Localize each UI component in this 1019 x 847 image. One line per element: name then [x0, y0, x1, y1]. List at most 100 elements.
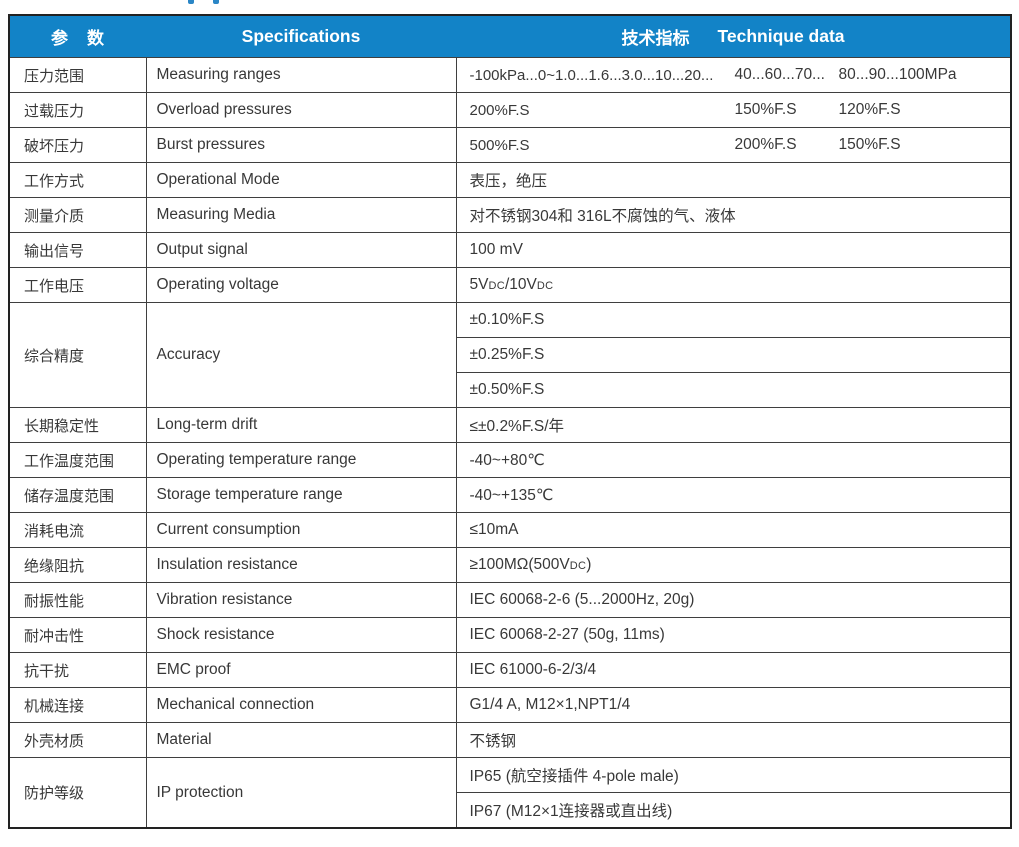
param-label-en: Accuracy — [145, 302, 457, 408]
param-value: IP65 (航空接插件 4-pole male) — [455, 757, 1012, 793]
value-part-2: 150%F.S — [734, 101, 797, 118]
param-value: 500%F.S 200%F.S 150%F.S — [455, 127, 1012, 163]
table-row-measuring-media: 测量介质 Measuring Media 对不锈钢304和 316L不腐蚀的气、… — [8, 197, 1012, 233]
header-value-cn: 技术指标 — [621, 29, 690, 48]
param-label-cn: 外壳材质 — [8, 722, 147, 758]
table-row-operating-temperature: 工作温度范围 Operating temperature range -40~+… — [8, 442, 1012, 478]
param-value: -100kPa...0~1.0...1.6...3.0...10...20...… — [455, 57, 1012, 93]
table-row-vibration-resistance: 耐振性能 Vibration resistance IEC 60068-2-6 … — [8, 582, 1012, 618]
param-value: -40~+80℃ — [455, 442, 1012, 478]
table-row-accuracy-option: ±0.25%F.S — [9, 337, 1012, 373]
value-part-3: 150%F.S — [838, 136, 901, 153]
param-value: 对不锈钢304和 316L不腐蚀的气、液体 — [455, 197, 1012, 233]
param-value: 200%F.S 150%F.S 120%F.S — [455, 92, 1012, 128]
param-value: IP67 (M12×1连接器或直出线) — [455, 792, 1012, 829]
table-row-operational-mode: 工作方式 Operational Mode 表压，绝压 — [8, 162, 1012, 198]
param-value: G1/4 A, M12×1,NPT1/4 — [455, 687, 1012, 723]
table-header-row: 参 数 Specifications 技术指标 Technique data — [9, 15, 1011, 58]
table-row-accuracy: 综合精度 Accuracy ±0.10%F.S — [8, 302, 1012, 408]
value-part-1: 200%F.S — [469, 101, 530, 119]
param-value: 表压，绝压 — [455, 162, 1012, 198]
param-label-en: Long-term drift — [145, 407, 457, 443]
param-label-cn: 长期稳定性 — [8, 407, 147, 443]
param-value: ≥100MΩ(500VDC) — [455, 547, 1012, 583]
param-value: IEC 61000-6-2/3/4 — [455, 652, 1012, 688]
cropped-title-remnant — [213, 0, 219, 4]
param-label-en: EMC proof — [145, 652, 457, 688]
param-label-en: Operating voltage — [145, 267, 457, 303]
param-label-cn: 耐冲击性 — [8, 617, 147, 653]
table-row-material: 外壳材质 Material 不锈钢 — [8, 722, 1012, 758]
param-label-en: Vibration resistance — [145, 582, 457, 618]
param-label-en: Current consumption — [145, 512, 457, 548]
value-part-1: 500%F.S — [469, 136, 530, 154]
param-value: ≤±0.2%F.S/年 — [455, 407, 1012, 443]
param-label-cn: 耐振性能 — [8, 582, 147, 618]
param-value: 5VDC/10VDC — [455, 267, 1012, 303]
header-value-en: Technique data — [717, 26, 845, 46]
param-label-cn: 破坏压力 — [8, 127, 147, 163]
param-label-en: Burst pressures — [145, 127, 457, 163]
param-label-cn: 过载压力 — [8, 92, 147, 128]
param-label-en: Storage temperature range — [145, 477, 457, 513]
param-label-en: Insulation resistance — [145, 547, 457, 583]
header-technique-data: 技术指标 Technique data — [456, 15, 1011, 58]
table-row-measuring-ranges: 压力范围 Measuring ranges -100kPa...0~1.0...… — [8, 57, 1012, 93]
param-value: ±0.10%F.S — [455, 302, 1012, 338]
param-value: ≤10mA — [455, 512, 1012, 548]
table-row-emc-proof: 抗干扰 EMC proof IEC 61000-6-2/3/4 — [8, 652, 1012, 688]
table-row-operating-voltage: 工作电压 Operating voltage 5VDC/10VDC — [8, 267, 1012, 303]
param-label-cn: 综合精度 — [8, 302, 147, 408]
param-label-en: Output signal — [145, 232, 457, 268]
table-row-burst-pressures: 破坏压力 Burst pressures 500%F.S 200%F.S 150… — [8, 127, 1012, 163]
param-label-cn: 防护等级 — [8, 757, 147, 829]
param-value: 不锈钢 — [455, 722, 1012, 758]
value-part-3: 80...90...100MPa — [838, 66, 957, 83]
param-value: -40~+135℃ — [455, 477, 1012, 513]
table-row-insulation-resistance: 绝缘阻抗 Insulation resistance ≥100MΩ(500VDC… — [8, 547, 1012, 583]
table-row-mechanical-connection: 机械连接 Mechanical connection G1/4 A, M12×1… — [8, 687, 1012, 723]
param-value: ±0.25%F.S — [455, 337, 1012, 373]
param-label-en: Operating temperature range — [145, 442, 457, 478]
param-label-en: Measuring ranges — [145, 57, 457, 93]
param-label-cn: 抗干扰 — [8, 652, 147, 688]
param-label-en: Measuring Media — [145, 197, 457, 233]
param-label-cn: 储存温度范围 — [8, 477, 147, 513]
param-label-cn: 工作方式 — [8, 162, 147, 198]
table-row-ip-protection-option: IP67 (M12×1连接器或直出线) — [9, 792, 1012, 829]
value-part-2: 40...60...70... — [734, 66, 825, 83]
table-row-shock-resistance: 耐冲击性 Shock resistance IEC 60068-2-27 (50… — [8, 617, 1012, 653]
table-row-current-consumption: 消耗电流 Current consumption ≤10mA — [8, 512, 1012, 548]
table-row-output-signal: 输出信号 Output signal 100 mV — [8, 232, 1012, 268]
param-label-en: Mechanical connection — [145, 687, 457, 723]
param-label-en: Material — [145, 722, 457, 758]
param-label-cn: 绝缘阻抗 — [8, 547, 147, 583]
param-label-en: Operational Mode — [145, 162, 457, 198]
table-row-accuracy-option: ±0.50%F.S — [9, 372, 1012, 408]
param-label-cn: 压力范围 — [8, 57, 147, 93]
param-label-cn: 输出信号 — [8, 232, 147, 268]
param-value: ±0.50%F.S — [455, 372, 1012, 408]
param-label-cn: 机械连接 — [8, 687, 147, 723]
table-row-overload-pressures: 过载压力 Overload pressures 200%F.S 150%F.S … — [8, 92, 1012, 128]
param-value: IEC 60068-2-27 (50g, 11ms) — [455, 617, 1012, 653]
param-label-cn: 工作温度范围 — [8, 442, 147, 478]
cropped-title-remnant — [188, 0, 194, 4]
value-part-1: -100kPa...0~1.0...1.6...3.0...10...20... — [469, 66, 714, 84]
header-param-cn: 参 数 — [9, 15, 146, 58]
table-row-long-term-drift: 长期稳定性 Long-term drift ≤±0.2%F.S/年 — [8, 407, 1012, 443]
table-row-ip-protection: 防护等级 IP protection IP65 (航空接插件 4-pole ma… — [8, 757, 1012, 829]
param-label-cn: 消耗电流 — [8, 512, 147, 548]
value-part-2: 200%F.S — [734, 136, 797, 153]
param-label-cn: 测量介质 — [8, 197, 147, 233]
table-row-storage-temperature: 储存温度范围 Storage temperature range -40~+13… — [8, 477, 1012, 513]
param-label-en: IP protection — [145, 757, 457, 829]
header-specifications: Specifications — [146, 15, 456, 58]
param-value: 100 mV — [455, 232, 1012, 268]
specifications-table: 参 数 Specifications 技术指标 Technique data 压… — [8, 14, 1012, 829]
param-label-en: Shock resistance — [145, 617, 457, 653]
value-part-3: 120%F.S — [838, 101, 901, 118]
param-label-cn: 工作电压 — [8, 267, 147, 303]
param-label-en: Overload pressures — [145, 92, 457, 128]
